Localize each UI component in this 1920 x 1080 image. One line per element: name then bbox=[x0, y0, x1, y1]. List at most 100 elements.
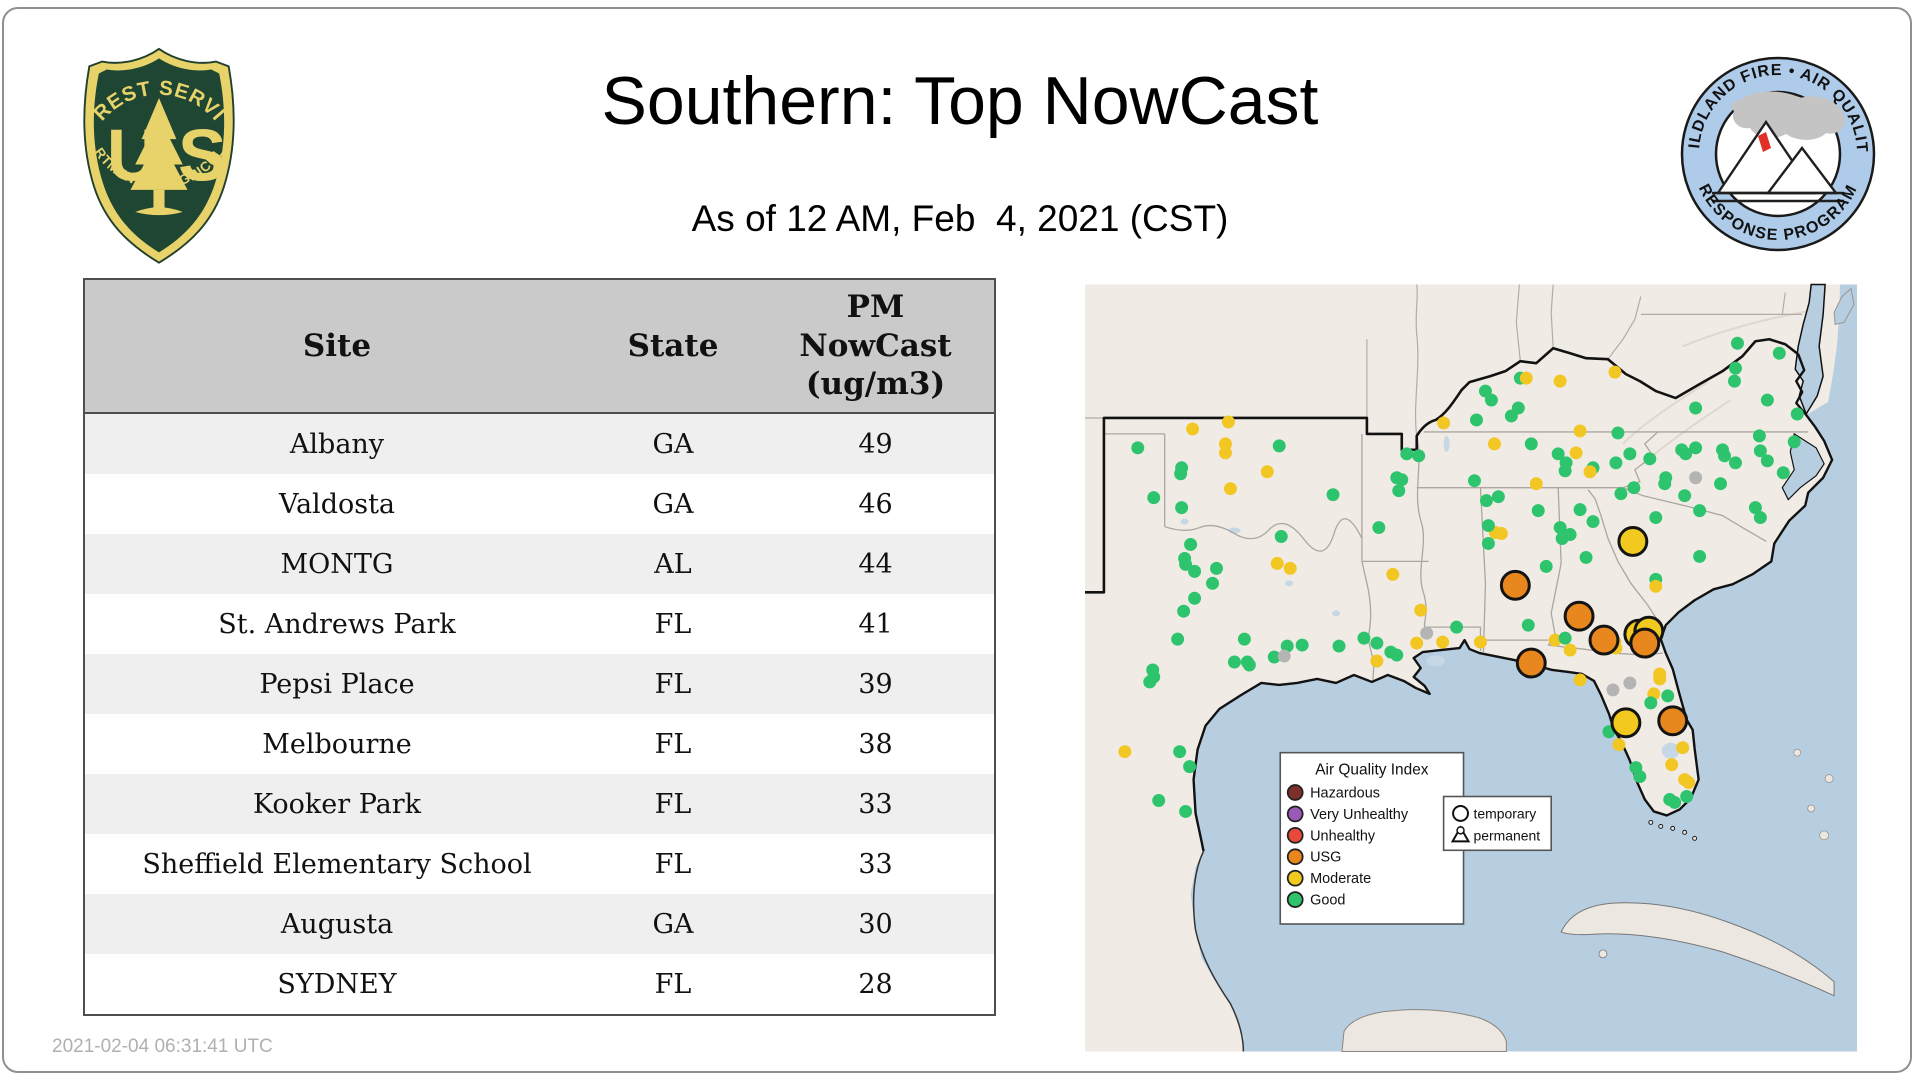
temporary-symbol-icon bbox=[1452, 804, 1470, 822]
monitor-dot bbox=[1787, 435, 1801, 449]
monitor-dot bbox=[1173, 745, 1187, 759]
monitor-dot bbox=[1179, 804, 1193, 818]
pamlico-sound bbox=[1781, 432, 1825, 501]
monitor-dot bbox=[1386, 567, 1400, 581]
value-cell: 33 bbox=[858, 788, 893, 820]
monitor-dot bbox=[1682, 776, 1696, 790]
monitor-dot bbox=[1184, 538, 1198, 551]
chesapeake-bay bbox=[1794, 283, 1826, 416]
monitor-dot bbox=[1573, 673, 1587, 687]
monitor-dot bbox=[1760, 454, 1774, 468]
monitor-dot bbox=[1614, 487, 1628, 501]
monitor-dot bbox=[1558, 464, 1572, 478]
cuba bbox=[1560, 902, 1835, 997]
legend-item-label: Unhealthy bbox=[1310, 828, 1376, 844]
monitor-dot bbox=[1174, 467, 1188, 481]
legend-swatch-icon bbox=[1286, 869, 1304, 887]
column-header-pm-nowcast: PM NowCast (ug/m3) bbox=[757, 279, 995, 414]
monitor-dot bbox=[1481, 519, 1495, 533]
monitor-dot bbox=[1718, 449, 1731, 463]
monitor-dot bbox=[1270, 556, 1284, 570]
monitor-dot bbox=[1118, 745, 1132, 759]
monitor-dot bbox=[1326, 488, 1340, 502]
monitor-dot bbox=[1730, 336, 1744, 350]
legend-swatch-icon bbox=[1286, 826, 1304, 844]
value-cell: 38 bbox=[858, 728, 893, 760]
monitor-dot bbox=[1772, 346, 1786, 360]
monitor-dot bbox=[1680, 790, 1694, 803]
monitor-dot bbox=[1753, 511, 1767, 525]
permanent-label: permanent bbox=[1473, 827, 1540, 843]
monitor-dot bbox=[1395, 473, 1409, 487]
site-cell: Sheffield Elementary School bbox=[142, 848, 532, 880]
temporary-monitor-circle bbox=[1515, 647, 1547, 679]
monitor-dot bbox=[1280, 639, 1294, 653]
state-cell: GA bbox=[652, 488, 694, 520]
monitor-dot bbox=[1539, 559, 1553, 573]
legend-swatch-icon bbox=[1286, 891, 1304, 908]
temporary-monitor-circle bbox=[1657, 705, 1689, 737]
site-cell: Kooker Park bbox=[252, 788, 422, 820]
site-cell: SYDNEY bbox=[277, 968, 397, 1000]
monitor-dot bbox=[1473, 635, 1487, 649]
monitor-dot bbox=[1283, 561, 1297, 575]
monitor-dot bbox=[1752, 429, 1766, 443]
monitor-dot bbox=[1227, 655, 1241, 669]
value-cell: 44 bbox=[858, 548, 893, 580]
monitor-dot bbox=[1623, 676, 1637, 690]
monitor-dot bbox=[1649, 511, 1663, 525]
monitor-dot bbox=[1295, 638, 1309, 652]
region-boundary bbox=[1085, 337, 1800, 594]
site-cell: MONTG bbox=[280, 548, 394, 580]
monitor-dot bbox=[1218, 446, 1232, 460]
table-row: Augusta GA 30 bbox=[84, 894, 995, 954]
state-cell: GA bbox=[652, 908, 694, 940]
legend-swatch-icon bbox=[1286, 784, 1304, 801]
monitor-dot bbox=[1179, 557, 1193, 571]
legend-item-label: Moderate bbox=[1310, 871, 1371, 887]
fire-mark-icon bbox=[1758, 132, 1771, 152]
state-cell: FL bbox=[654, 728, 692, 760]
monitor-dot bbox=[1410, 636, 1424, 650]
monitor-dot bbox=[1221, 415, 1235, 429]
temporary-monitor-circle bbox=[1610, 707, 1642, 739]
monitor-dot bbox=[1420, 626, 1434, 640]
page-title: Southern: Top NowCast bbox=[601, 63, 1319, 139]
monitor-dot bbox=[1649, 579, 1663, 593]
monitor-dot bbox=[1487, 437, 1501, 451]
monitor-dot bbox=[1521, 618, 1535, 632]
state-cell: AL bbox=[654, 548, 692, 580]
nowcast-table: Site State PM NowCast (ug/m3) Albany GA 49… bbox=[83, 278, 996, 1016]
value-cell: 30 bbox=[858, 908, 893, 940]
table-row: Valdosta GA 46 bbox=[84, 474, 995, 534]
monitor-dot bbox=[1218, 437, 1232, 451]
state-cell: FL bbox=[654, 788, 692, 820]
site-cell: Melbourne bbox=[262, 728, 412, 760]
table-row: MONTG AL 44 bbox=[84, 534, 995, 594]
temporary-monitors-layer bbox=[1499, 526, 1689, 739]
monitor-dot bbox=[1147, 491, 1161, 505]
table-row: Sheffield Elementary School FL 33 bbox=[84, 834, 995, 894]
monitor-dot bbox=[1790, 407, 1804, 421]
monitor-dot bbox=[1586, 515, 1600, 529]
value-cell: 46 bbox=[858, 488, 893, 520]
value-cell: 28 bbox=[858, 968, 893, 1000]
florida-keys bbox=[1648, 819, 1698, 841]
monitor-dot bbox=[1186, 422, 1200, 436]
table-row: St. Andrews Park FL 41 bbox=[84, 594, 995, 654]
monitor-dot bbox=[1412, 449, 1426, 463]
pine-tree-icon bbox=[130, 98, 188, 216]
monitor-dot bbox=[1131, 441, 1145, 455]
permanent-symbol-icon bbox=[1450, 825, 1471, 843]
monitor-dot bbox=[1392, 484, 1406, 498]
state-borders-outside bbox=[1085, 284, 1803, 436]
monitor-dot bbox=[1714, 477, 1728, 491]
monitor-dot bbox=[1623, 447, 1637, 461]
site-cell: Valdosta bbox=[278, 488, 396, 520]
monitor-dot bbox=[1188, 564, 1202, 578]
monitor-dot bbox=[1223, 482, 1237, 496]
monitor-dot bbox=[1658, 477, 1672, 491]
site-cell: Augusta bbox=[280, 908, 394, 940]
monitor-dot bbox=[1579, 550, 1593, 564]
state-cell: FL bbox=[654, 968, 692, 1000]
